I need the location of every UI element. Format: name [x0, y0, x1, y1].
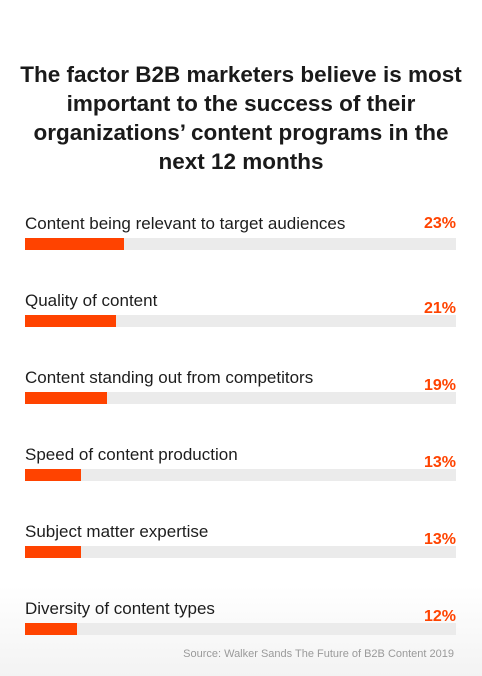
- bar-label: Quality of content: [25, 291, 158, 310]
- bar: [25, 392, 107, 404]
- bar-row: Diversity of content types 12%: [25, 599, 456, 639]
- bar-row: Subject matter expertise 13%: [25, 522, 456, 562]
- bar-value-label: 21%: [423, 300, 456, 317]
- bar-track: [25, 392, 456, 404]
- source-note: Source: Walker Sands The Future of B2B C…: [183, 648, 454, 660]
- chart-title: The factor B2B marketers believe is most…: [20, 62, 462, 174]
- bar-track: [25, 623, 456, 635]
- bar-label: Speed of content production: [25, 445, 238, 464]
- bar-row: Content standing out from competitors 19%: [25, 368, 456, 408]
- bar-value-label: 13%: [423, 531, 456, 548]
- bar-row: Quality of content 21%: [25, 291, 456, 331]
- bar: [25, 623, 77, 635]
- bar-row: Content being relevant to target audienc…: [25, 214, 456, 254]
- bar-label: Subject matter expertise: [25, 522, 209, 541]
- bar-track: [25, 315, 456, 327]
- bar-track: [25, 469, 456, 481]
- bar: [25, 469, 81, 481]
- bar-label: Content standing out from competitors: [25, 368, 314, 387]
- bar: [25, 315, 116, 327]
- bar-track: [25, 546, 456, 558]
- bar-value-label: 13%: [423, 454, 456, 471]
- bar-value-label: 23%: [423, 215, 456, 232]
- bar-label: Content being relevant to target audienc…: [25, 214, 346, 233]
- bar-chart: Content being relevant to target audienc…: [25, 0, 456, 676]
- bar-value-label: 19%: [423, 377, 456, 394]
- bar-label: Diversity of content types: [25, 599, 215, 618]
- bar-track: [25, 238, 456, 250]
- bar-value-label: 12%: [423, 608, 456, 625]
- bar-row: Speed of content production 13%: [25, 445, 456, 485]
- bar: [25, 546, 81, 558]
- bar: [25, 238, 124, 250]
